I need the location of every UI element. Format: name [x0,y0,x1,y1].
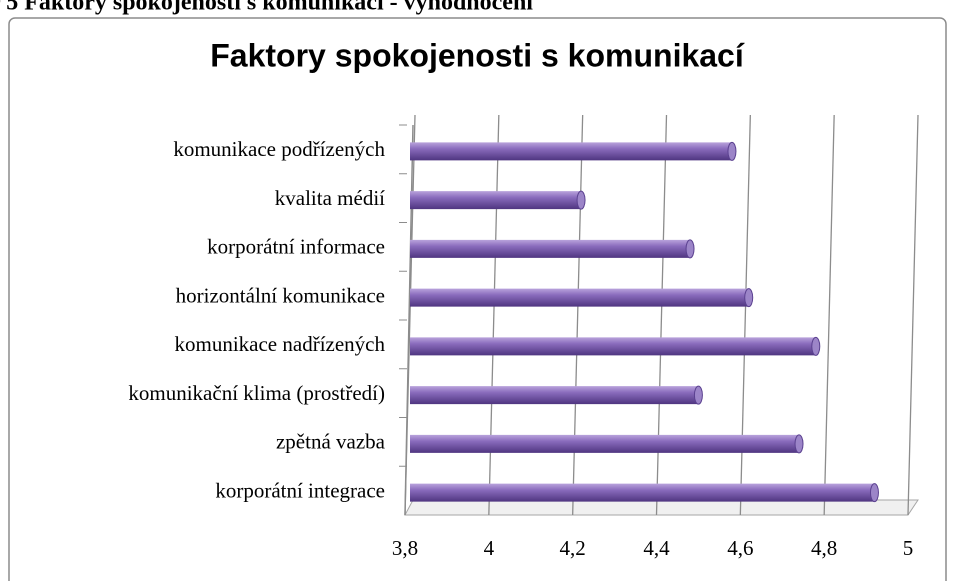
bar-cap [727,141,737,161]
bar [410,142,732,161]
bar [410,288,749,307]
x-tick-label: 4,6 [727,536,753,560]
grid-line [907,114,919,516]
bar-cap [685,239,695,259]
bar-cap [693,385,703,405]
bar [410,434,800,453]
x-tick-label: 4,4 [643,536,670,560]
grid-line [404,114,416,516]
bar-cap [576,190,586,210]
bar [410,483,875,502]
bar [410,239,691,258]
x-tick-label: 4,8 [811,536,837,560]
chart-title: Faktory spokojenosti s komunikací [210,37,745,73]
x-tick-label: 5 [903,536,914,560]
x-tick-label: 3,8 [392,536,418,560]
bar [410,337,816,356]
bar [410,191,582,210]
category-label: horizontální komunikace [176,283,385,307]
caption: r 5 Faktory spokojenosti s komunikací - … [0,0,533,16]
category-label: korporátní informace [207,235,385,259]
x-tick-label: 4,2 [560,536,586,560]
bar [410,386,699,405]
bar-cap [744,288,754,308]
category-label: komunikace nadřízených [175,332,386,356]
grid-line [823,114,835,516]
x-tick-label: 4 [484,536,495,560]
floor [404,499,919,516]
category-label: korporátní integrace [215,478,385,502]
category-label: kvalita médií [275,186,385,210]
bar-cap [869,483,879,503]
category-label: komunikační klima (prostředí) [128,381,385,405]
category-label: zpětná vazba [276,430,386,454]
bar-cap [811,336,821,356]
category-label: komunikace podřízených [173,137,385,161]
bar-cap [794,434,804,454]
